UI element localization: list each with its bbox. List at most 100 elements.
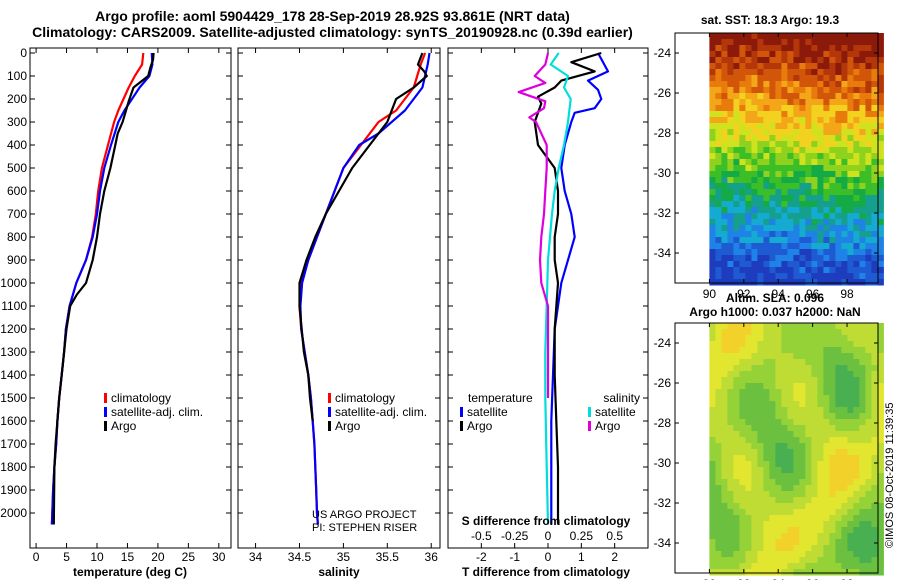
sst-map-cell	[751, 219, 758, 226]
sst-map-cell	[835, 207, 842, 214]
sst-map-cell	[793, 267, 800, 274]
sla-map-cell	[877, 413, 884, 420]
sla-map-cell	[835, 371, 842, 378]
sla-map-cell	[757, 347, 764, 354]
panel-frame-1	[29, 47, 232, 549]
sla-map-cell	[733, 437, 740, 444]
sst-map-cell	[727, 51, 734, 58]
sst-map-cell	[835, 159, 842, 166]
sla-map-cell	[841, 455, 848, 462]
pressure-tick-label: 700	[7, 207, 27, 221]
sla-map-cell	[805, 545, 812, 552]
sla-map-cell	[757, 527, 764, 534]
sla-map-cell	[805, 473, 812, 480]
sla-map-cell	[865, 527, 872, 534]
sst-map-cell	[877, 225, 884, 232]
sst-map-cell	[793, 99, 800, 106]
sst-map-cell	[829, 63, 836, 70]
temperature-tick-label: 30	[212, 550, 226, 564]
sla-map-cell	[859, 569, 866, 576]
sst-map-cell	[721, 213, 728, 220]
sla-map-cell	[817, 485, 824, 492]
sst-map-cell	[781, 213, 788, 220]
sla-map-cell	[847, 329, 854, 336]
sla-map-cell	[853, 371, 860, 378]
sla-map-cell	[817, 455, 824, 462]
sst-map-cell	[721, 117, 728, 124]
sst-map-cell	[739, 189, 746, 196]
sst-map-cell	[829, 33, 836, 40]
sla-map-cell	[877, 557, 884, 564]
sst-map-cell	[799, 117, 806, 124]
sst-map-cell	[877, 45, 884, 52]
sst-map-cell	[829, 249, 836, 256]
sla-map-cell	[763, 485, 770, 492]
sla-map-cell	[787, 383, 794, 390]
sst-map-cell	[775, 195, 782, 202]
sla-map-cell	[787, 551, 794, 558]
salinity-legend-swatch	[328, 407, 331, 417]
sla-map-cell	[805, 521, 812, 528]
sla-map-cell	[751, 503, 758, 510]
sst-map-cell	[835, 183, 842, 190]
pressure-tick-label: 800	[7, 230, 27, 244]
sla-map-cell	[871, 407, 878, 414]
sla-map-cell	[871, 377, 878, 384]
sst-map-cell	[709, 177, 716, 184]
sla-map-cell	[721, 389, 728, 396]
sla-map-cell	[763, 467, 770, 474]
sst-map-cell	[841, 57, 848, 64]
sst-map-lat-label: -34	[654, 246, 672, 260]
sla-map-cell	[859, 521, 866, 528]
sla-map-cell	[775, 443, 782, 450]
sst-map-cell	[805, 231, 812, 238]
sla-map-cell	[811, 353, 818, 360]
sst-map-cell	[865, 159, 872, 166]
sst-map-cell	[769, 249, 776, 256]
salinity-series-1	[298, 52, 427, 525]
sst-map-cell	[745, 243, 752, 250]
sst-map-cell	[841, 135, 848, 142]
sst-map-cell	[865, 201, 872, 208]
sst-map-cell	[805, 81, 812, 88]
sla-map-cell	[757, 443, 764, 450]
sst-map-cell	[793, 111, 800, 118]
sla-map-cell	[739, 383, 746, 390]
sla-map-cell	[721, 395, 728, 402]
sla-map-cell	[823, 347, 830, 354]
sla-map-cell	[829, 569, 836, 576]
sst-map-cell	[865, 255, 872, 262]
tdiff-legend-title: temperature	[468, 391, 533, 405]
sla-map-cell	[871, 527, 878, 534]
sst-map-cell	[781, 249, 788, 256]
sla-map-cell	[709, 329, 716, 336]
sla-map-cell	[787, 467, 794, 474]
sst-map-cell	[739, 195, 746, 202]
sla-map-cell	[751, 461, 758, 468]
sla-map-cell	[775, 551, 782, 558]
sla-map-cell	[715, 545, 722, 552]
sst-map-cell	[811, 147, 818, 154]
sst-map-cell	[781, 93, 788, 100]
sst-map-cell	[727, 207, 734, 214]
sst-map-cell	[823, 249, 830, 256]
sst-map-cell	[721, 87, 728, 94]
sla-map-cell	[841, 341, 848, 348]
sst-map-cell	[865, 123, 872, 130]
sla-map-cell	[865, 419, 872, 426]
sla-map-cell	[715, 563, 722, 570]
sst-map-cell	[829, 195, 836, 202]
sst-map-cell	[847, 189, 854, 196]
sst-map-cell	[871, 69, 878, 76]
sst-map-cell	[871, 237, 878, 244]
sst-map-cell	[781, 219, 788, 226]
sla-map-cell	[733, 389, 740, 396]
sst-map-cell	[835, 255, 842, 262]
sst-map-cell	[787, 75, 794, 82]
sla-map-cell	[763, 389, 770, 396]
sla-map-cell	[847, 377, 854, 384]
sst-map-cell	[757, 171, 764, 178]
sst-map-cell	[721, 237, 728, 244]
sla-map-cell	[715, 419, 722, 426]
sla-map-cell	[715, 425, 722, 432]
